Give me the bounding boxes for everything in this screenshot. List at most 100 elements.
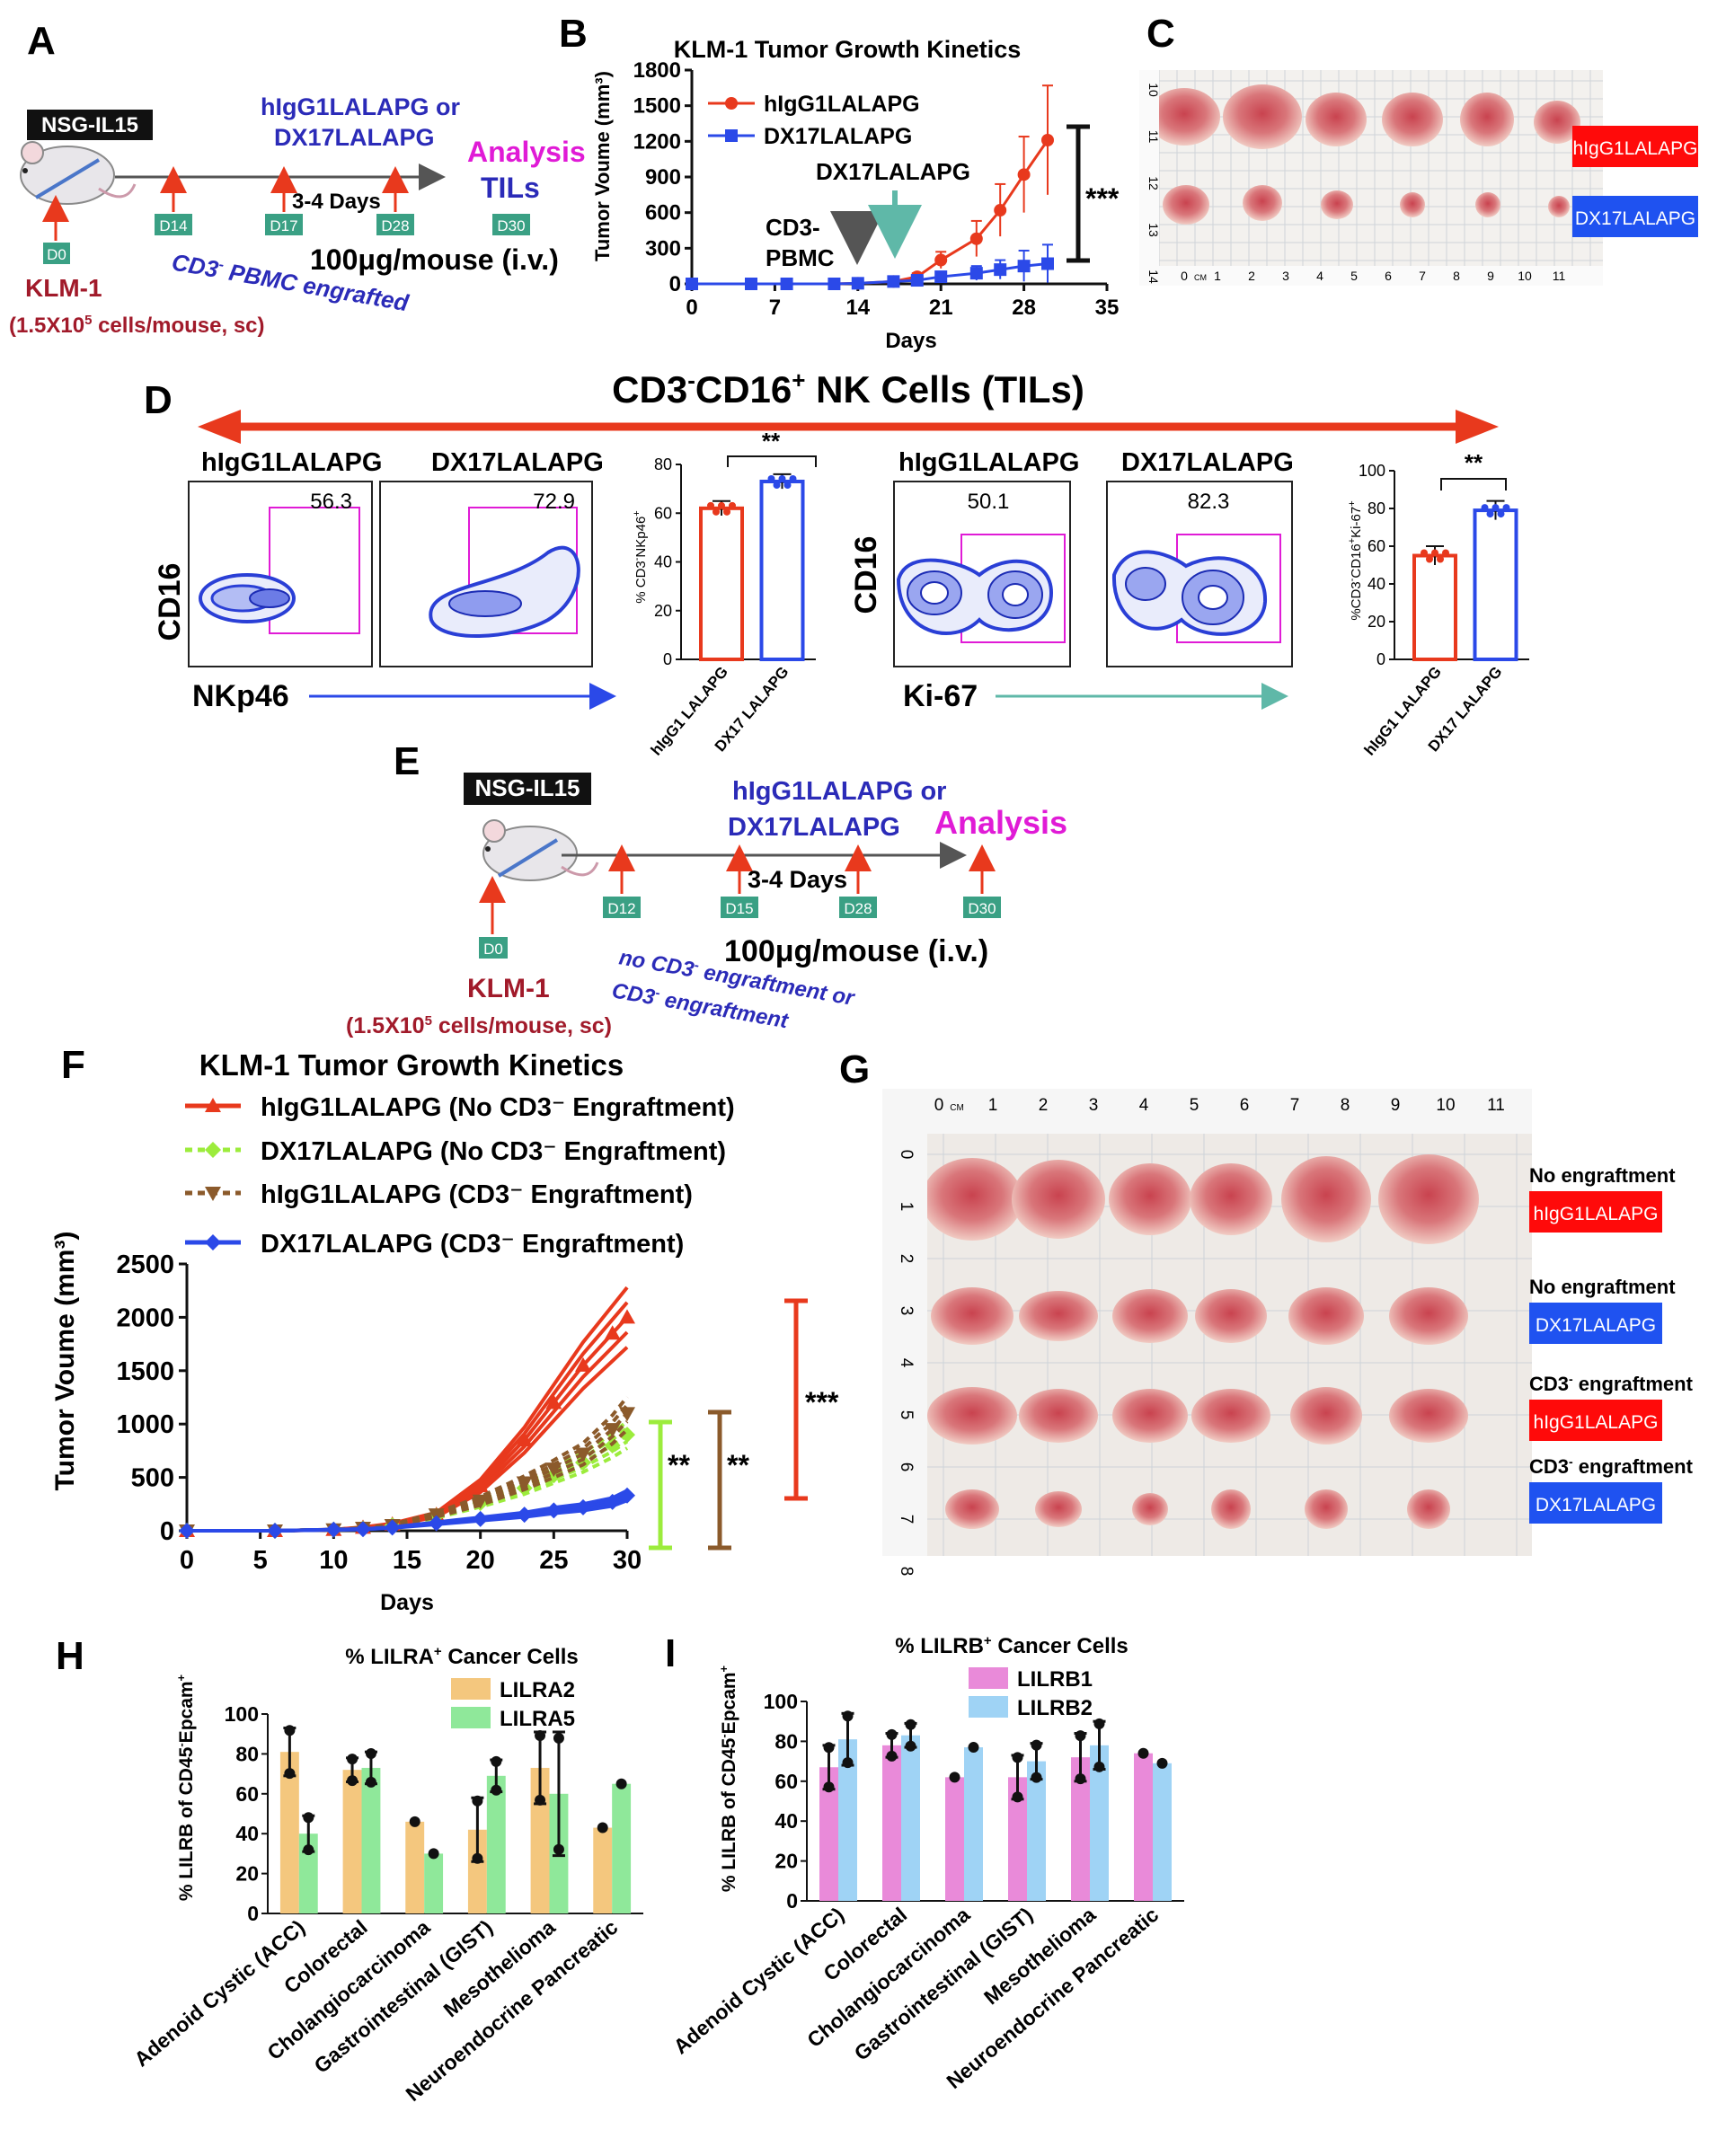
ruler-tick-c: 10 [1518,269,1532,283]
b-point [686,278,698,290]
b-ytick-label: 300 [645,236,681,261]
g-bar-ytick-label: 0 [247,1902,259,1925]
tumor-g [1389,1389,1468,1443]
tumor-c [1382,93,1443,146]
f-xtick-label: 20 [466,1546,495,1575]
g-bar-legend-swatch [451,1678,491,1700]
ruler-tick-c: 6 [1385,269,1392,283]
small-bar-ytick-label: 20 [1368,613,1385,631]
small-bar-ytick-label: 80 [654,455,672,473]
g-bar-ytick-label: 80 [774,1729,798,1753]
f-point [355,1521,371,1538]
tumor-g [1019,1389,1098,1443]
g-bar-point [597,1822,608,1833]
small-bar-point [723,508,730,516]
mouse-icon [20,141,137,205]
ruler-tick-g: 4 [1139,1096,1149,1115]
banner-arrow-left [198,410,241,444]
ruler-tick-g: 3 [1089,1096,1099,1115]
g-bar [361,1767,381,1913]
ruler-tick-c: 13 [1146,223,1161,237]
panel-f-letter: F [61,1043,85,1087]
g-bar-point [491,1784,502,1796]
g-bar [945,1777,964,1901]
b-point [910,274,924,287]
d28-label: D28 [381,217,409,234]
e-d0-box [479,937,508,959]
b-point [934,270,948,284]
ruler-tick-c: 7 [1419,269,1426,283]
ruler-tick-c: 0 [1181,269,1188,283]
f-series-line [187,1433,629,1533]
f-point [604,1325,621,1340]
b-ytick-label: 0 [669,272,681,296]
f-point [545,1394,562,1409]
panel-e: E NSG-IL15 D0 D12 D15 D28 D30 hIgG1LALAP… [346,739,1067,1038]
panel-d-title: CD3-CD16+ NK Cells (TILs) [612,367,1084,411]
small-bar-point [707,501,714,509]
b-legend-marker [725,97,738,110]
f-legend-label: hIgG1LALAPG (CD3⁻ Engraftment) [261,1180,693,1209]
label-box-dx17 [1572,196,1698,237]
g-bar [819,1767,838,1901]
flow2-title-dx17: DX17LALAPG [1121,448,1294,477]
small-bar-point [1502,504,1510,512]
flow-plot-nkp46-higg1: 56.3 [188,481,373,667]
g-bar-legend-label: LILRA5 [500,1707,575,1731]
b-ytick-label: 900 [645,165,681,190]
g-row1-box [1529,1191,1662,1233]
e-analysis-label: Analysis [934,804,1067,841]
flow2-title-higg1: hIgG1LALAPG [898,448,1079,477]
tumor-c [1163,185,1209,225]
f-series-line [187,1439,629,1533]
tumor-g [1281,1156,1371,1242]
small-bar-point [767,474,775,482]
tumor-g [1305,1489,1348,1529]
b-ytick-label: 1800 [633,58,681,83]
g-bar-ytick-label: 20 [774,1850,798,1873]
g-bar-point [347,1775,358,1787]
e-d30-label: D30 [968,900,996,917]
e-cell-count-label: (1.5X105 cells/mouse, sc) [346,1013,612,1038]
f-point [619,1427,635,1444]
f-ytick-label: 1500 [116,1357,174,1386]
f-point [384,1519,401,1536]
g-row4-caption: CD3- engraftment [1529,1454,1694,1478]
g-bar-point [823,1781,835,1793]
d30-box [492,214,530,235]
g-bar-legend-swatch [451,1707,491,1728]
panel-h-letter: H [56,1634,84,1678]
small-bar [759,479,805,661]
f-legend-marker [205,1142,221,1158]
small-bar-point [718,501,725,509]
b-point [994,263,1007,277]
g-bar-legend-label: LILRB2 [1017,1696,1093,1720]
g-bar-ytick-label: 60 [235,1782,259,1806]
g-bar-legend-label: LILRA2 [500,1678,575,1702]
panel-e-letter: E [394,739,420,783]
chart-f-title: KLM-1 Tumor Growth Kinetics [199,1048,624,1082]
g-bar-point [535,1794,546,1806]
e-d28-label: D28 [844,900,872,917]
f-series-line [187,1301,629,1533]
g-bar [486,1775,506,1913]
d28-box [376,214,414,235]
f-point [472,1510,489,1527]
ruler-tick-c: 11 [1553,269,1566,283]
g-bar-ytick-label: 80 [235,1742,259,1765]
b-point [1041,257,1054,270]
tumor-g [931,1287,1013,1345]
b-point [969,267,983,280]
panel-d-letter: D [144,378,173,422]
small-bar [699,506,744,662]
ruler-strip-c [1139,70,1159,286]
f-point [472,1478,489,1493]
f-point [575,1454,591,1471]
g-bar [1153,1763,1172,1901]
f-ytick-label: 1000 [116,1410,174,1439]
d30-label: D30 [497,217,525,234]
b-legend-label: DX17LALAPG [764,124,912,149]
small-bar-ytick-label: 20 [654,602,672,620]
d2-ylabel: %CD3-CD16+Ki-67+ [1347,500,1364,620]
